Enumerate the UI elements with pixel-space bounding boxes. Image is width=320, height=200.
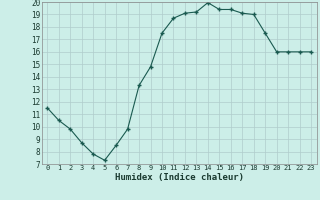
X-axis label: Humidex (Indice chaleur): Humidex (Indice chaleur): [115, 173, 244, 182]
